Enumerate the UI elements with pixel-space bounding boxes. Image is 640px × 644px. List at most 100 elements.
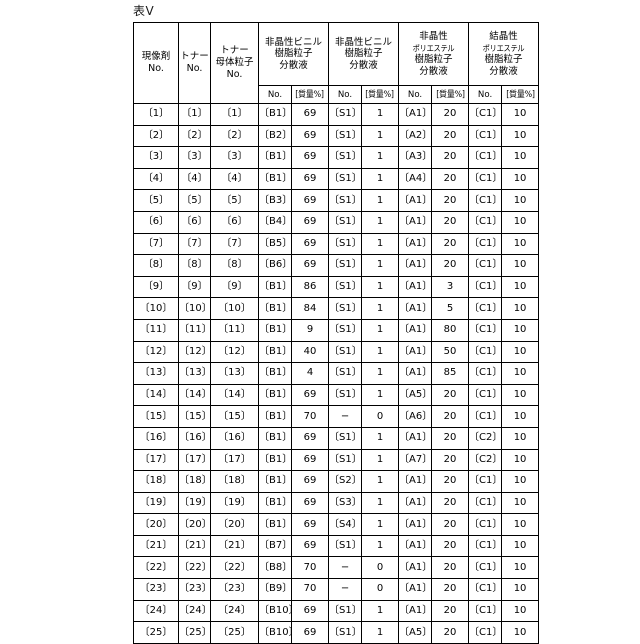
table-row: 〔1〕 〔1〕 〔1〕 〔B1〕 69 〔S1〕 1 〔A1〕 20 〔C1〕 10	[133, 103, 540, 126]
cell-vinyl1-no: 〔B1〕	[258, 426, 292, 450]
cell-toner-no: 〔16〕	[178, 426, 212, 450]
cell-vinyl2-mass: 1	[361, 362, 400, 385]
cell-apes-no: 〔A1〕	[398, 578, 432, 601]
table-row: 〔25〕 〔25〕 〔25〕 〔B10〕 69 〔S1〕 1 〔A5〕 20 〔C1〕 10	[133, 621, 540, 644]
cell-apes-mass: 20	[431, 146, 470, 169]
table-row: 〔4〕 〔4〕 〔4〕 〔B1〕 69 〔S1〕 1 〔A4〕 20 〔C1〕 10	[133, 167, 540, 191]
cell-toner-no: 〔2〕	[178, 124, 211, 148]
cell-vinyl2-mass: 1	[361, 491, 400, 515]
cell-vinyl1-mass: 69	[290, 189, 330, 212]
cell-vinyl1-no: 〔B5〕	[258, 232, 292, 256]
table-row: 〔15〕 〔15〕 〔15〕 〔B1〕 70−0 〔A6〕 20 〔C1〕 10	[133, 405, 540, 428]
cell-apes-no: 〔A1〕	[398, 254, 432, 277]
cell-vinyl2-no: −	[328, 578, 363, 601]
cell-developer-no: 〔5〕	[133, 189, 179, 212]
cell-cpes-no: 〔C1〕	[468, 167, 502, 191]
cell-apes-mass: 20	[431, 621, 470, 644]
cell-cpes-no: 〔C1〕	[468, 513, 502, 536]
cell-apes-mass: 20	[431, 189, 470, 212]
cell-vinyl1-no: 〔B1〕	[258, 297, 292, 320]
cell-vinyl1-mass: 70	[290, 578, 330, 601]
subheader-apes-no: No.	[398, 85, 433, 104]
cell-vinyl2-no: 〔S3〕	[328, 491, 363, 515]
subheader-vinyl1-mass: [質量%]	[290, 85, 330, 104]
cell-developer-no: 〔6〕	[133, 210, 179, 234]
subheader-cpes-no: No.	[468, 85, 503, 104]
cell-cpes-no: 〔C1〕	[468, 318, 502, 342]
cell-apes-no: 〔A1〕	[398, 275, 432, 299]
cell-vinyl1-mass: 69	[290, 210, 330, 234]
cell-developer-no: 〔17〕	[133, 448, 179, 472]
cell-vinyl1-no: 〔B2〕	[258, 124, 292, 148]
header-toner-no-line2: No.	[186, 63, 203, 74]
cell-apes-mass: 20	[431, 254, 470, 277]
table-title: 表V	[133, 4, 155, 18]
cell-cpes-mass: 10	[501, 189, 540, 212]
cell-cpes-no: 〔C1〕	[468, 470, 502, 493]
cell-vinyl1-mass: 69	[290, 383, 330, 407]
cell-vinyl2-no: 〔S1〕	[328, 362, 363, 385]
cell-cpes-mass: 10	[501, 146, 540, 169]
cell-cpes-no: 〔C1〕	[468, 297, 502, 320]
cell-developer-no: 〔1〕	[133, 103, 179, 126]
cell-toner-base-no: 〔25〕	[210, 621, 259, 644]
cell-vinyl1-mass: 40	[290, 340, 330, 364]
cell-vinyl2-mass: 1	[361, 621, 400, 644]
cell-cpes-no: 〔C1〕	[468, 189, 502, 212]
cell-cpes-no: 〔C2〕	[468, 448, 502, 472]
cell-toner-base-no: 〔13〕	[210, 362, 259, 385]
cell-vinyl2-mass: 1	[361, 383, 400, 407]
cell-developer-no: 〔19〕	[133, 491, 179, 515]
cell-vinyl2-no: 〔S1〕	[328, 448, 363, 472]
header-crystalline-polyester-line1: 結晶性	[489, 31, 518, 42]
cell-toner-no: 〔19〕	[178, 491, 212, 515]
cell-cpes-no: 〔C1〕	[468, 383, 502, 407]
header-developer-no-line1: 現像剤	[141, 51, 171, 62]
cell-vinyl2-mass: 1	[361, 275, 400, 299]
cell-vinyl1-no: 〔B9〕	[258, 578, 292, 601]
cell-vinyl2-mass: 1	[361, 448, 400, 472]
subheader-cpes-mass-label: [質量%]	[505, 89, 535, 100]
cell-cpes-no: 〔C1〕	[468, 534, 502, 558]
cell-cpes-mass: 10	[501, 470, 540, 493]
cell-vinyl1-no: 〔B1〕	[258, 470, 292, 493]
cell-toner-no: 〔13〕	[178, 362, 212, 385]
cell-vinyl1-mass: 4	[290, 362, 330, 385]
cell-vinyl1-no: 〔B1〕	[258, 275, 292, 299]
header-amorphous-polyester-line3: 樹脂粒子	[414, 54, 453, 65]
cell-vinyl2-no: 〔S1〕	[328, 146, 363, 169]
cell-cpes-no: 〔C1〕	[468, 362, 502, 385]
cell-vinyl1-no: 〔B3〕	[258, 189, 292, 212]
cell-vinyl2-no: 〔S1〕	[328, 318, 363, 342]
cell-developer-no: 〔7〕	[133, 232, 179, 256]
cell-apes-no: 〔A1〕	[398, 297, 432, 320]
cell-developer-no: 〔23〕	[133, 578, 179, 601]
subheader-vinyl2-mass-label: [質量%]	[365, 89, 395, 100]
header-toner-base-no: トナー 母体粒子 No.	[210, 22, 259, 104]
cell-vinyl1-mass: 84	[290, 297, 330, 320]
header-toner-no: トナー No.	[178, 22, 211, 104]
cell-apes-no: 〔A1〕	[398, 491, 432, 515]
table-row: 〔12〕 〔12〕 〔12〕 〔B1〕 40 〔S1〕 1 〔A1〕 50 〔C1〕 10	[133, 340, 540, 364]
header-amorphous-polyester-line1: 非晶性	[419, 31, 448, 42]
cell-vinyl2-mass: 1	[361, 189, 400, 212]
cell-vinyl1-mass: 69	[290, 232, 330, 256]
cell-apes-no: 〔A5〕	[398, 383, 432, 407]
subheader-apes-mass: [質量%]	[431, 85, 470, 104]
cell-toner-base-no: 〔24〕	[210, 599, 259, 623]
cell-apes-mass: 20	[431, 448, 470, 472]
cell-vinyl2-no: 〔S1〕	[328, 103, 363, 126]
cell-cpes-mass: 10	[501, 383, 540, 407]
table-row: 〔7〕 〔7〕 〔7〕 〔B5〕 69 〔S1〕 1 〔A1〕 20 〔C1〕 10	[133, 232, 540, 256]
cell-apes-mass: 20	[431, 210, 470, 234]
table-row: 〔9〕 〔9〕 〔9〕 〔B1〕 86 〔S1〕 1 〔A1〕 3 〔C1〕 10	[133, 275, 540, 299]
subheader-vinyl1-no: No.	[258, 85, 292, 104]
cell-cpes-no: 〔C1〕	[468, 103, 502, 126]
cell-cpes-no: 〔C1〕	[468, 232, 502, 256]
cell-cpes-mass: 10	[501, 103, 540, 126]
cell-toner-no: 〔14〕	[178, 383, 212, 407]
cell-vinyl2-mass: 1	[361, 318, 400, 342]
cell-cpes-no: 〔C2〕	[468, 426, 502, 450]
cell-vinyl2-no: 〔S1〕	[328, 426, 363, 450]
cell-toner-base-no: 〔11〕	[210, 318, 259, 342]
